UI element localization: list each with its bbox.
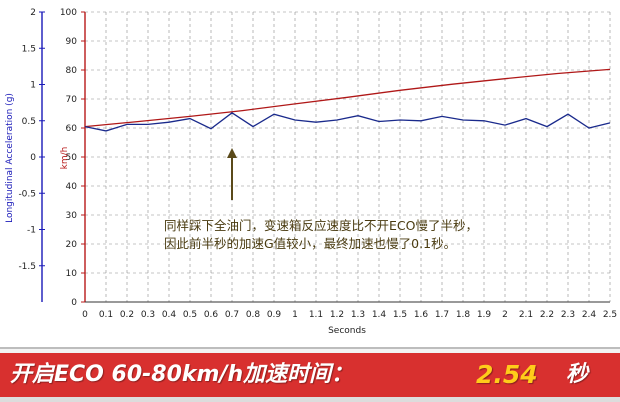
x-tick-label: 2.3 (561, 310, 575, 320)
annotation-arrow-head (227, 148, 237, 158)
right-axis-tick-label: 90 (66, 37, 78, 47)
x-tick-label: 1.4 (372, 310, 387, 320)
annotation-line-1: 同样踩下全油门，变速箱反应速度比不开ECO慢了半秒， (164, 218, 478, 233)
right-axis-tick-label: 0 (71, 298, 77, 308)
x-tick-label: 1.1 (309, 310, 323, 320)
x-tick-label: 2.1 (519, 310, 533, 320)
left-axis-tick-label: 0 (30, 153, 36, 163)
left-axis-tick-label: 2 (30, 8, 36, 18)
speed-series-line (84, 68, 611, 128)
banner-unit: 秒 (566, 362, 589, 387)
x-axis-title: Seconds (328, 326, 366, 336)
banner-value: 2.54 (476, 360, 538, 389)
x-tick-label: 1.9 (477, 310, 492, 320)
x-tick-label: 0.4 (162, 310, 177, 320)
right-axis-tick-label: 50 (66, 153, 78, 163)
x-tick-label: 1.2 (330, 310, 344, 320)
annotation-line-2: 因此前半秒的加速G值较小，最终加速也慢了0.1秒。 (164, 236, 456, 251)
right-axis-tick-label: 80 (66, 66, 78, 76)
x-tick-label: 0 (82, 310, 88, 320)
x-tick-label: 2.5 (603, 310, 617, 320)
left-axis-tick-label: 1.5 (22, 44, 36, 54)
x-tick-label: 1 (292, 310, 298, 320)
x-tick-label: 0.3 (141, 310, 155, 320)
x-tick-label: 0.7 (225, 310, 239, 320)
x-tick-label: 2 (502, 310, 508, 320)
left-axis-title: Longitudinal Acceleration (g) (5, 93, 15, 223)
right-axis-title: km/h (60, 147, 70, 170)
right-axis-tick-label: 20 (66, 240, 78, 250)
left-axis-tick-label: 0.5 (22, 117, 36, 127)
left-axis-tick-label: 1 (30, 81, 36, 91)
x-tick-label: 2.4 (582, 310, 597, 320)
x-tick-label: 0.9 (267, 310, 282, 320)
x-tick-label: 1.3 (351, 310, 365, 320)
x-tick-label: 1.6 (414, 310, 429, 320)
banner-stripe (0, 353, 620, 397)
right-axis-tick-label: 70 (66, 95, 78, 105)
x-tick-label: 0.2 (120, 310, 134, 320)
right-axis-tick-label: 30 (66, 211, 78, 221)
left-axis-tick-label: -1.5 (18, 262, 36, 272)
x-tick-label: 0.8 (246, 310, 261, 320)
acceleration-chart: 0 0.1 0.2 0.3 0.4 0.5 0.6 0.7 0.8 0.9 1 1.1 1.2 1.3 1.… (5, 8, 617, 336)
axes (39, 11, 611, 303)
left-axis-tick-label: -1 (27, 226, 36, 236)
series (84, 68, 611, 132)
x-tick-label: 1.8 (456, 310, 471, 320)
right-axis-tick-label: 40 (66, 182, 78, 192)
grid (85, 12, 610, 302)
right-axis-tick-label: 10 (66, 269, 78, 279)
result-banner: 开启ECO 60-80km/h加速时间： 2.54 秒 (0, 347, 620, 402)
banner-title: 开启ECO 60-80km/h加速时间： (10, 362, 354, 387)
tick-labels: 0 0.1 0.2 0.3 0.4 0.5 0.6 0.7 0.8 0.9 1 1.1 1.2 1.3 1.… (18, 8, 617, 320)
right-axis-tick-label: 60 (66, 124, 78, 134)
x-tick-label: 0.5 (183, 310, 197, 320)
annotation: 同样踩下全油门，变速箱反应速度比不开ECO慢了半秒， 因此前半秒的加速G值较小，… (164, 148, 478, 251)
x-tick-label: 1.5 (393, 310, 407, 320)
left-axis-tick-label: -0.5 (18, 189, 36, 199)
x-tick-label: 2.2 (540, 310, 554, 320)
acceleration-series-line (84, 112, 611, 132)
x-tick-label: 0.1 (99, 310, 113, 320)
x-tick-label: 1.7 (435, 310, 449, 320)
x-tick-label: 0.6 (204, 310, 219, 320)
right-axis-tick-label: 100 (60, 8, 77, 18)
